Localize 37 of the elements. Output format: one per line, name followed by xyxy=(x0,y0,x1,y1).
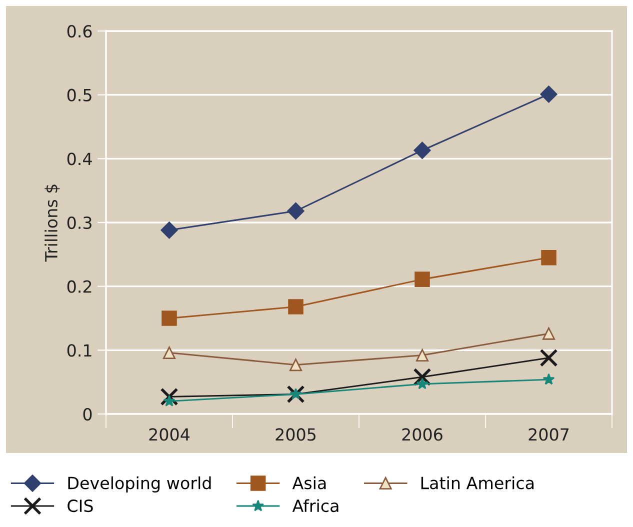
point xyxy=(540,348,558,367)
y-tick-label: 0.4 xyxy=(67,152,92,166)
point xyxy=(287,202,304,220)
point xyxy=(542,373,555,385)
point xyxy=(162,310,177,326)
legend-label: CIS xyxy=(68,499,93,512)
y-tick-label: 0.3 xyxy=(67,216,92,230)
y-tick-label: 0.2 xyxy=(67,280,92,293)
point xyxy=(160,388,178,406)
point xyxy=(163,394,176,406)
x-tick-label: 2004 xyxy=(149,428,190,441)
y-tick-label: 0.5 xyxy=(67,88,92,102)
point xyxy=(163,346,176,359)
point xyxy=(414,142,431,159)
legend-label: Asia xyxy=(292,476,326,490)
point xyxy=(416,378,428,390)
point xyxy=(160,222,178,239)
x-tick-label: 2005 xyxy=(276,428,316,441)
y-tick-label: 0 xyxy=(83,408,92,421)
y-tick-label: 0.1 xyxy=(67,344,92,357)
y-axis-title: Trillions $ xyxy=(44,184,60,262)
point xyxy=(288,299,304,314)
legend-label: Africa xyxy=(292,499,338,512)
legend-label: Developing world xyxy=(68,476,211,493)
y-tick-label: 0.6 xyxy=(67,24,92,38)
point xyxy=(413,368,432,386)
point xyxy=(290,388,302,400)
point xyxy=(542,327,555,340)
x-tick-label: 2006 xyxy=(402,428,442,441)
point xyxy=(414,272,430,287)
point xyxy=(541,250,556,266)
point xyxy=(416,349,428,362)
point xyxy=(290,358,302,372)
legend-label: Latin America xyxy=(421,476,534,490)
point xyxy=(540,86,558,103)
point xyxy=(286,385,305,404)
x-tick-label: 2007 xyxy=(528,428,569,441)
